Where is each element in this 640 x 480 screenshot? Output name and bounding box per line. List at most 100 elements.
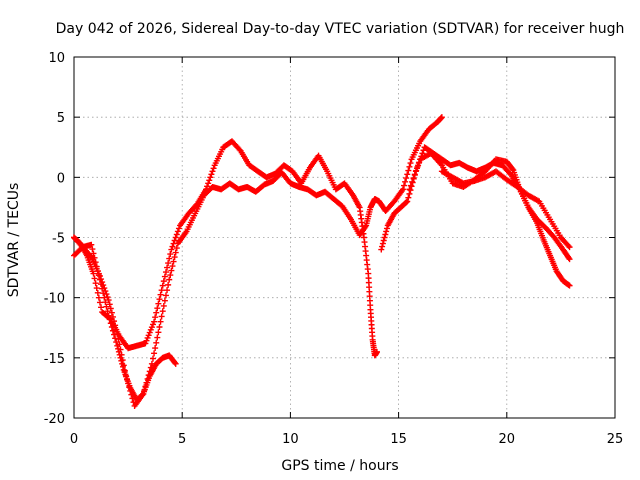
data-point <box>103 303 110 310</box>
data-point <box>105 312 112 319</box>
data-point <box>166 255 173 262</box>
data-point <box>160 278 167 285</box>
data-point <box>565 254 572 261</box>
data-point <box>168 246 175 253</box>
data-point <box>507 170 514 177</box>
data-point <box>161 297 168 304</box>
data-point <box>169 243 176 250</box>
data-point <box>100 290 107 297</box>
data-point <box>98 281 105 288</box>
data-point <box>117 354 124 361</box>
data-point <box>410 175 417 182</box>
series-track-c <box>71 241 179 403</box>
data-point <box>90 250 97 257</box>
data-point <box>383 228 390 235</box>
data-point <box>118 357 125 364</box>
data-point <box>95 272 102 279</box>
data-point <box>172 249 179 256</box>
data-point <box>193 202 200 209</box>
y-tick-label: -15 <box>44 352 65 367</box>
data-point <box>114 342 121 349</box>
data-point <box>145 332 152 339</box>
data-marks <box>71 114 573 409</box>
data-point <box>404 171 411 178</box>
data-point <box>144 334 151 341</box>
y-tick-label: -5 <box>52 232 65 247</box>
data-point <box>404 198 411 205</box>
data-point <box>151 318 158 325</box>
data-point <box>413 167 420 174</box>
data-point <box>210 165 217 172</box>
data-point <box>438 114 445 121</box>
data-point <box>101 294 108 301</box>
series-track-e <box>406 150 573 289</box>
data-point <box>209 168 216 175</box>
data-point <box>139 391 146 398</box>
data-point <box>170 258 177 265</box>
data-point <box>405 194 412 201</box>
series-track-a <box>71 114 445 409</box>
data-point <box>409 178 416 185</box>
y-tick-label: -10 <box>44 292 65 307</box>
data-point <box>168 267 175 274</box>
x-tick-label: 10 <box>282 432 299 447</box>
y-tick-label: 0 <box>57 171 65 186</box>
series-track-b <box>71 138 380 359</box>
data-point <box>406 186 413 193</box>
data-point <box>104 308 111 315</box>
y-tick-label: 5 <box>57 111 65 126</box>
data-point <box>157 318 164 325</box>
data-point <box>380 237 387 244</box>
data-point <box>402 178 409 185</box>
data-point <box>205 180 212 187</box>
data-point <box>381 234 388 241</box>
data-point <box>158 287 165 294</box>
data-point <box>119 363 126 370</box>
data-point <box>153 339 160 346</box>
data-point <box>89 246 96 253</box>
grid <box>74 57 615 418</box>
x-tick-label: 0 <box>70 432 78 447</box>
data-point <box>106 301 113 308</box>
data-point <box>159 282 166 289</box>
data-point <box>164 287 171 294</box>
data-point <box>162 269 169 276</box>
data-point <box>206 177 213 184</box>
data-point <box>103 291 110 298</box>
x-tick-label: 25 <box>607 432 624 447</box>
data-point <box>113 339 120 346</box>
data-point <box>203 186 210 193</box>
data-point <box>149 321 156 328</box>
data-point <box>94 267 101 274</box>
data-point <box>207 174 214 181</box>
data-point <box>160 302 167 309</box>
data-point <box>403 199 410 206</box>
data-point <box>154 334 161 341</box>
data-point <box>407 182 414 189</box>
data-point <box>169 263 176 270</box>
data-point <box>411 171 418 178</box>
data-point <box>204 183 211 190</box>
data-point <box>401 182 408 189</box>
data-point <box>96 276 103 283</box>
data-point <box>171 359 178 366</box>
data-point <box>152 345 159 352</box>
data-point <box>156 323 163 330</box>
data-point <box>115 345 122 352</box>
data-point <box>156 296 163 303</box>
data-point <box>373 348 380 355</box>
x-tick-label: 20 <box>499 432 516 447</box>
data-point <box>170 240 177 247</box>
data-point <box>147 326 154 333</box>
data-point <box>165 260 172 267</box>
data-point <box>98 304 105 311</box>
data-point <box>90 270 97 277</box>
data-point <box>155 329 162 336</box>
data-point <box>148 324 155 331</box>
data-point <box>93 263 100 270</box>
data-point <box>415 160 422 167</box>
data-point <box>407 160 414 167</box>
data-point <box>565 242 572 249</box>
data-point <box>108 323 115 330</box>
data-point <box>107 305 114 312</box>
